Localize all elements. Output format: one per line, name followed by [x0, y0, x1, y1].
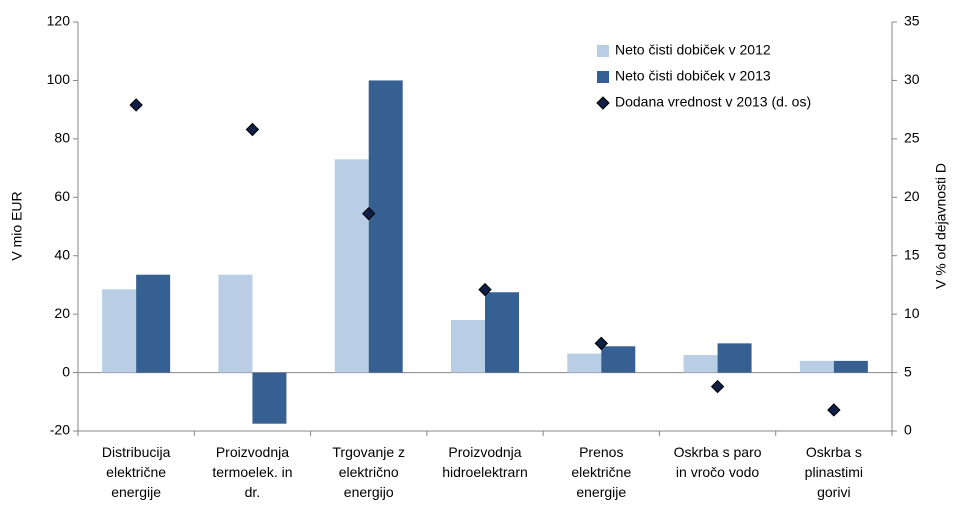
bar: [136, 274, 171, 373]
y-tick-label: 0: [62, 363, 70, 379]
legend-label: Dodana vrednost v 2013 (d. os): [615, 94, 811, 110]
y2-tick-label: 30: [904, 71, 920, 87]
y2-tick-label: 15: [904, 246, 920, 262]
bar: [485, 292, 519, 373]
bar: [218, 274, 253, 373]
y-tick-label: 20: [54, 305, 70, 321]
x-tick-label: Proizvodnja termoelek. in dr.: [212, 444, 292, 500]
x-tick-label: Oskrba s paro in vročo vodo: [674, 444, 762, 480]
x-tick-label: Distribucija električne energije: [102, 444, 171, 500]
y-tick-label: 80: [54, 130, 70, 146]
y-tick-label: 100: [47, 71, 71, 87]
bar: [717, 343, 752, 373]
diamond-marker: [710, 379, 725, 394]
y-tick-label: 120: [47, 13, 71, 29]
bar: [451, 319, 485, 373]
bar: [252, 372, 287, 424]
diamond-marker: [245, 122, 260, 137]
y-tick-label: 60: [54, 188, 70, 204]
x-tick-label: Trgovanje z električno energijo: [332, 444, 405, 500]
y-axis-label: V mio EUR: [9, 191, 25, 260]
diamond-marker: [594, 336, 608, 351]
bar: [368, 80, 403, 373]
y2-tick-label: 20: [904, 188, 920, 204]
diamond-marker: [362, 206, 376, 221]
legend-swatch: [596, 96, 610, 110]
y2-axis-label: V % od dejavnosti D: [933, 163, 949, 289]
y-tick-label: -20: [50, 422, 70, 438]
bar: [334, 159, 369, 373]
y2-tick-label: 5: [904, 363, 912, 379]
diamond-marker: [827, 403, 841, 417]
legend-label: Neto čisti dobiček v 2013: [615, 68, 771, 84]
bar: [799, 360, 834, 373]
legend-swatch: [597, 45, 609, 57]
bar: [102, 289, 137, 373]
y2-tick-label: 10: [904, 305, 920, 321]
x-tick-label: Proizvodnja hidroelektrarn: [442, 444, 528, 480]
y-tick-label: 40: [54, 246, 70, 262]
bar: [833, 360, 868, 373]
y2-tick-label: 35: [904, 13, 920, 29]
diamond-marker: [129, 98, 143, 112]
diamond-marker: [478, 282, 492, 297]
bar: [567, 353, 602, 373]
x-tick-label: Oskrba s plinastimi gorivi: [805, 444, 863, 500]
x-tick-label: Prenos električne energije: [571, 444, 631, 500]
y2-tick-label: 25: [904, 130, 920, 146]
y2-tick-label: 0: [904, 422, 912, 438]
legend-label: Neto čisti dobiček v 2012: [615, 42, 771, 58]
bar: [683, 355, 718, 373]
legend-swatch: [597, 71, 609, 83]
bar: [601, 346, 636, 373]
